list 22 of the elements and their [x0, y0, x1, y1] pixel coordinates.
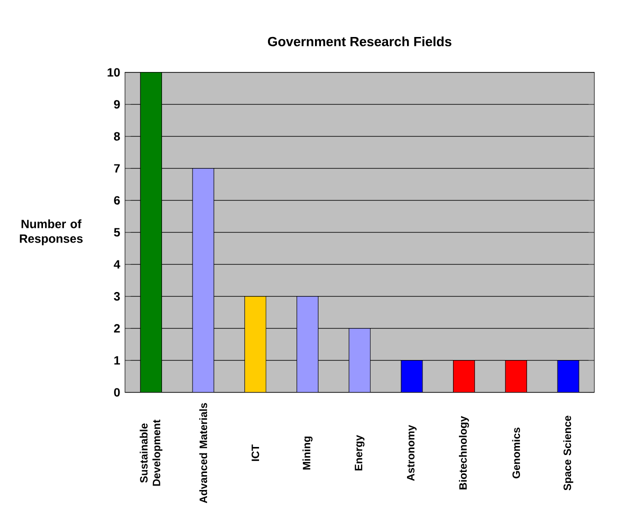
- y-tick-label: 10: [108, 68, 120, 77]
- x-tick-label: Biotechnology: [458, 416, 469, 490]
- y-tick-label: 9: [114, 100, 120, 109]
- x-tick-label: ICT: [252, 444, 260, 461]
- chart-title: Government Research Fields: [268, 36, 452, 46]
- x-tick-label: Energy: [354, 435, 364, 470]
- y-tick-label: 4: [114, 260, 120, 268]
- x-tick-label: Astronomy: [407, 424, 417, 481]
- y-tick-label: 7: [114, 164, 120, 172]
- x-tick-label: Genomics: [512, 428, 520, 478]
- y-tick-label: 1: [114, 356, 120, 364]
- x-tick-label: Advanced Materials: [199, 403, 208, 504]
- y-tick-label: 0: [114, 388, 120, 397]
- y-tick-label: 8: [114, 132, 120, 141]
- y-tick-label: 5: [114, 228, 120, 237]
- y-axis-title: Number of Responses: [20, 219, 83, 246]
- y-tick-label: 2: [114, 324, 120, 333]
- y-tick-label: 3: [114, 292, 120, 301]
- x-tick-label: Sustainable Development: [140, 420, 162, 486]
- x-tick-label: Mining: [302, 436, 313, 470]
- y-tick-label: 6: [114, 196, 120, 205]
- x-tick-label: Space Science: [563, 416, 574, 490]
